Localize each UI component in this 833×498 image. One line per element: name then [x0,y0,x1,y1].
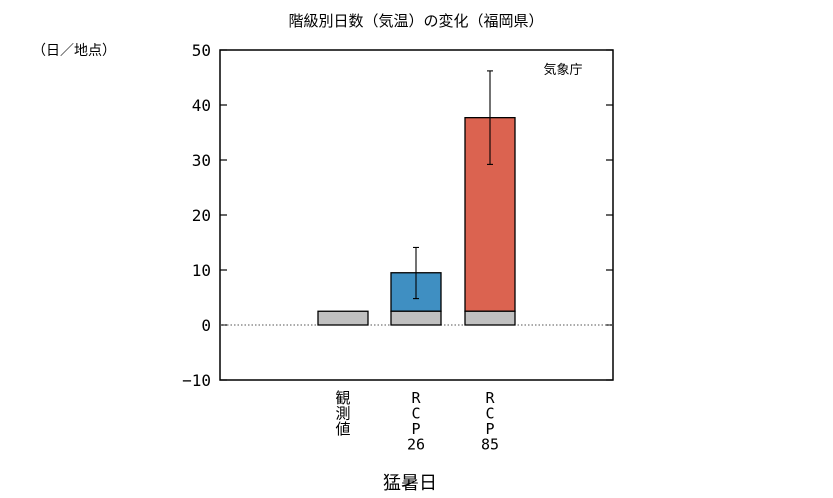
x-axis-label: 猛暑日 [383,473,437,494]
bar-observed-観測値 [317,310,369,326]
x-tick-label: R C P 85 [481,389,499,454]
source-label: 気象庁 [543,62,582,78]
bars [317,70,516,326]
x-axis-category-labels: 観測値 R C P 26 R C P 85 [335,389,499,454]
bar-observed-RCP85 [464,310,516,326]
x-tick-label: R C P 26 [407,389,425,454]
y-tick-label: 50 [192,41,211,60]
y-tick-label: −10 [182,371,211,390]
y-tick-label: 0 [201,316,211,335]
y-tick-label: 40 [192,96,211,115]
y-axis-unit-label: （日／地点） [32,43,116,59]
y-tick-label: 10 [192,261,211,280]
y-tick-label: 30 [192,151,211,170]
plot-area [219,49,614,381]
x-tick-label: 観測値 [335,389,350,438]
chart-title: 階級別日数（気温）の変化（福岡県） [288,12,543,30]
y-axis: −10 0 10 20 30 40 50 [182,41,613,390]
y-tick-label: 20 [192,206,211,225]
bar-observed-RCP26 [390,310,442,326]
